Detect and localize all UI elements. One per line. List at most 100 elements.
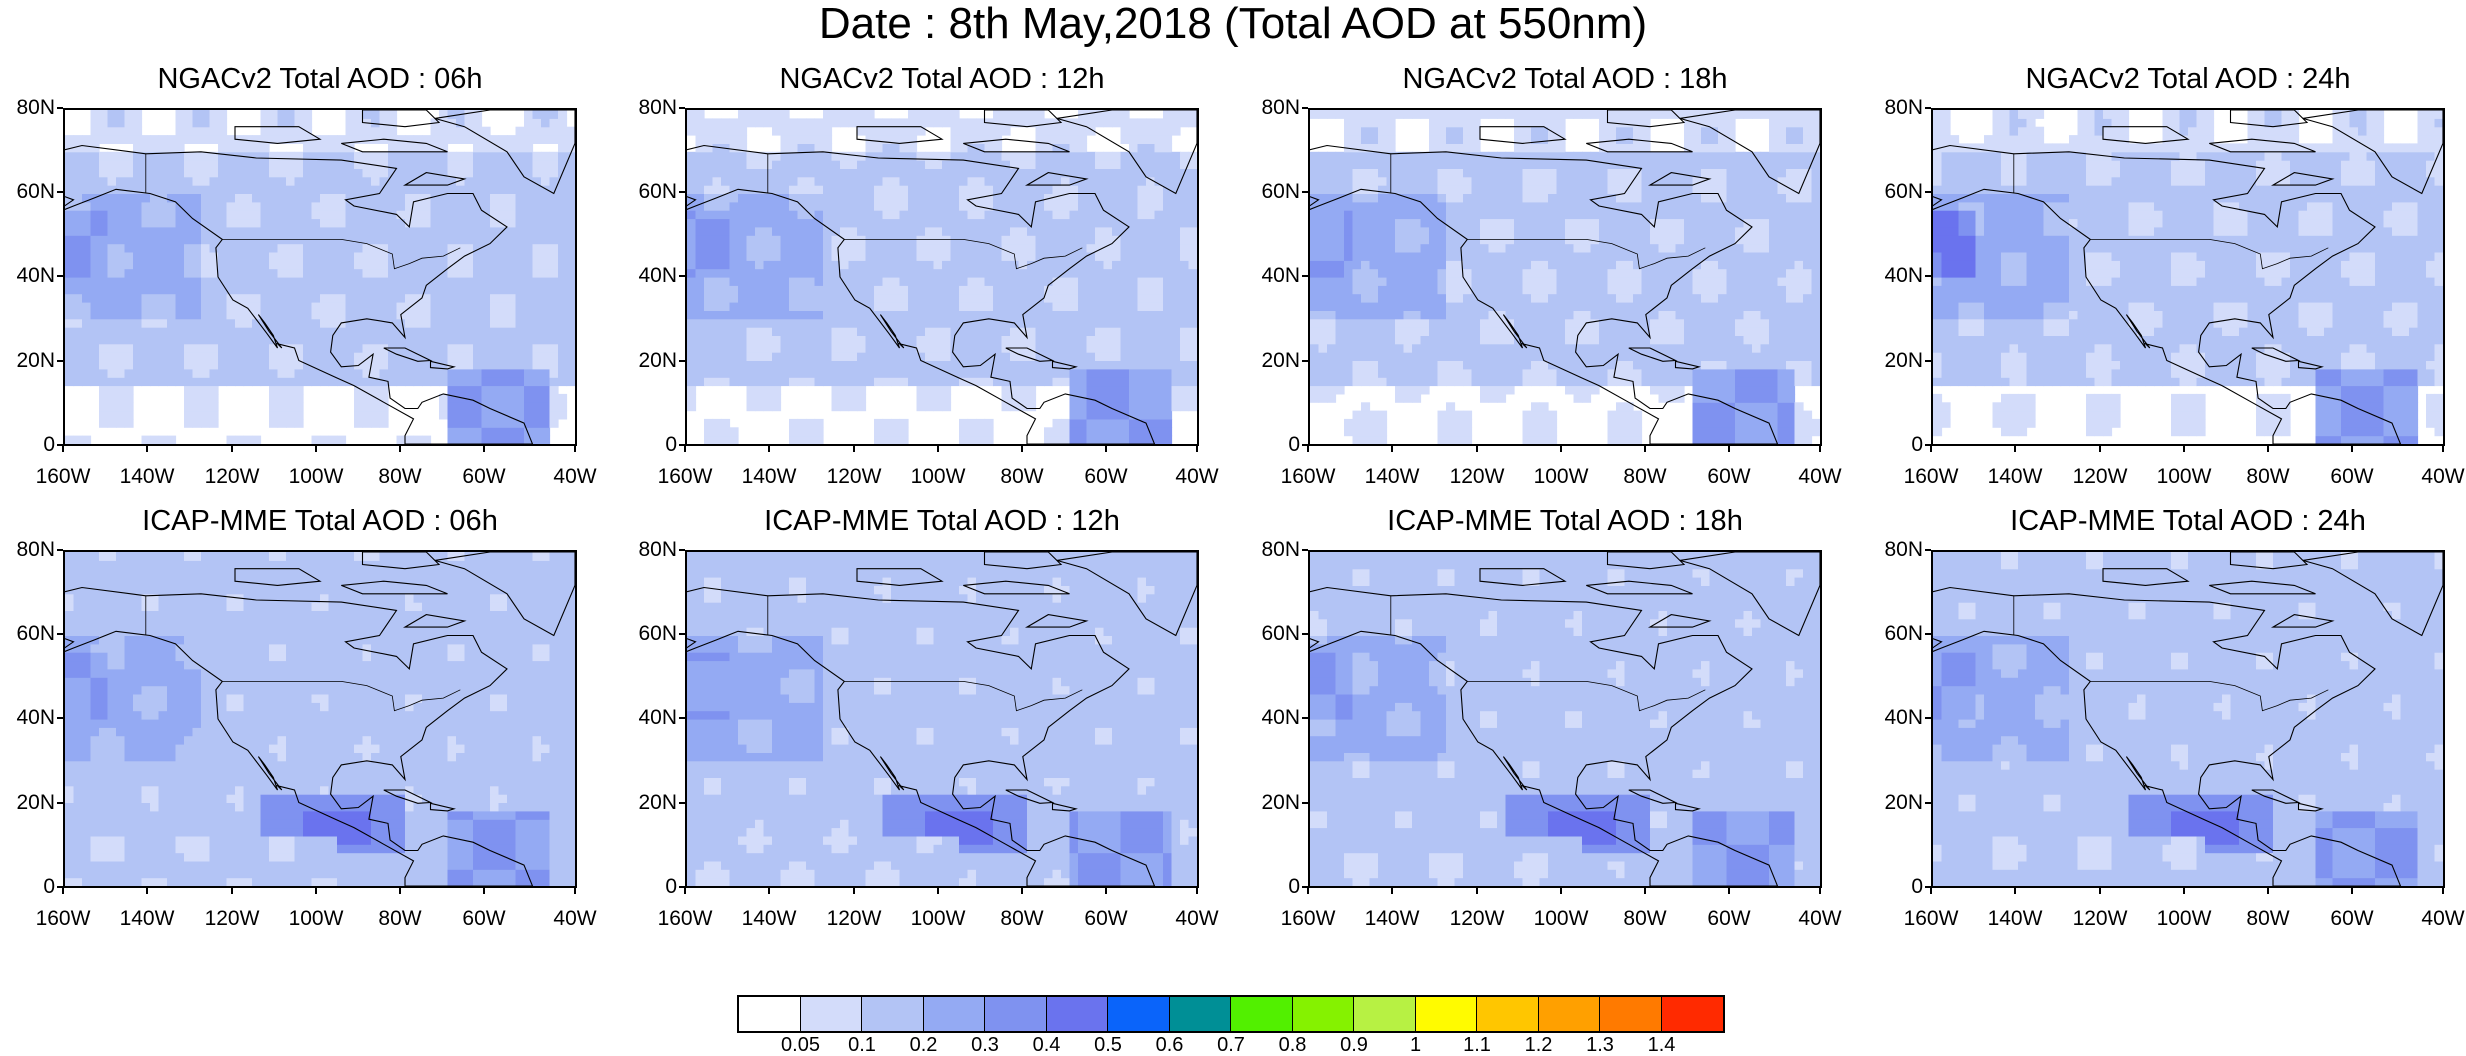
aod-cell: [1463, 260, 1473, 270]
aod-cell: [286, 293, 296, 303]
aod-cell: [303, 135, 313, 144]
aod-cell: [116, 393, 126, 403]
aod-cell: [1112, 218, 1122, 228]
aod-cell: [1361, 243, 1371, 253]
aod-cell: [99, 385, 109, 395]
aod-cell: [175, 310, 185, 320]
aod-cell: [942, 252, 952, 261]
aod-cell: [729, 243, 739, 253]
aod-cell: [558, 235, 568, 245]
aod-cell: [226, 368, 236, 378]
aod-cell: [1112, 302, 1122, 311]
aod-cell: [507, 302, 517, 311]
aod-cell: [993, 293, 1003, 303]
aod-cell: [1327, 335, 1337, 345]
aod-cell: [1188, 168, 1197, 178]
aod-cell: [294, 285, 304, 295]
aod-cell: [116, 252, 126, 261]
aod-cell: [891, 335, 901, 345]
aod-cell: [721, 118, 731, 128]
aod-cell: [746, 277, 756, 286]
aod-cell: [354, 343, 364, 353]
aod-cell: [908, 268, 918, 278]
aod-cell: [294, 160, 304, 169]
aod-cell: [1446, 235, 1456, 245]
aod-cell: [124, 185, 134, 194]
aod-cell: [498, 260, 508, 270]
x-tick-label: 120W: [826, 465, 882, 488]
aod-cell: [566, 151, 575, 161]
aod-cell: [1069, 143, 1079, 153]
aod-cell: [243, 318, 253, 328]
aod-cell: [65, 260, 75, 270]
aod-cell: [1154, 318, 1164, 328]
aod-cell: [1369, 252, 1379, 261]
aod-cell: [959, 118, 969, 128]
aod-cell: [558, 277, 568, 286]
aod-cell: [1027, 343, 1037, 353]
aod-cell: [107, 343, 117, 353]
aod-cell: [133, 168, 143, 178]
aod-cell: [1078, 318, 1088, 328]
aod-cell: [1095, 352, 1105, 361]
aod-cell: [899, 160, 909, 169]
page-title: Date : 8th May,2018 (Total AOD at 550nm): [818, 0, 1648, 48]
aod-cell: [277, 410, 287, 420]
aod-cell: [695, 252, 705, 261]
aod-cell: [303, 310, 313, 320]
aod-cell: [82, 343, 92, 353]
aod-cell: [1463, 377, 1473, 387]
aod-cell: [235, 318, 245, 328]
aod-cell: [286, 418, 296, 428]
aod-cell: [243, 327, 253, 336]
aod-cell: [1069, 293, 1079, 303]
aod-cell: [993, 318, 1003, 328]
aod-cell: [490, 226, 500, 236]
aod-cell: [729, 318, 739, 328]
aod-cell: [1010, 226, 1020, 236]
aod-cell: [942, 201, 952, 211]
aod-cell: [874, 435, 884, 444]
aod-cell: [950, 110, 960, 119]
aod-cell: [515, 352, 525, 361]
aod-cell: [882, 210, 892, 220]
aod-cell: [695, 218, 705, 228]
aod-cell: [337, 277, 347, 286]
aod-cell: [1171, 285, 1181, 295]
aod-cell: [1488, 210, 1498, 220]
aod-cell: [184, 352, 194, 361]
aod-cell: [541, 260, 551, 270]
aod-cell: [891, 201, 901, 211]
aod-cell: [1052, 268, 1062, 278]
aod-cell: [405, 201, 415, 211]
aod-cell: [379, 418, 389, 428]
aod-cell: [1180, 302, 1190, 311]
aod-cell: [192, 235, 202, 245]
aod-cell: [1010, 310, 1020, 320]
aod-cell: [857, 327, 867, 336]
aod-cell: [1386, 210, 1396, 220]
aod-cell: [1335, 302, 1345, 311]
aod-cell: [1154, 285, 1164, 295]
aod-cell: [1361, 260, 1371, 270]
aod-cell: [1318, 185, 1328, 194]
aod-cell: [430, 327, 440, 336]
aod-cell: [1361, 201, 1371, 211]
aod-field: [1310, 110, 1820, 444]
aod-cell: [840, 201, 850, 211]
aod-cell: [107, 418, 117, 428]
aod-cell: [167, 160, 177, 169]
aod-cell: [1044, 335, 1054, 345]
aod-cell: [362, 335, 372, 345]
aod-cell: [1146, 368, 1156, 378]
aod-cell: [303, 343, 313, 353]
aod-cell: [226, 201, 236, 211]
aod-cell: [558, 135, 568, 144]
aod-cell: [379, 368, 389, 378]
aod-cell: [1146, 151, 1156, 161]
aod-cell: [950, 285, 960, 295]
aod-cell: [413, 193, 423, 203]
aod-cell: [763, 318, 773, 328]
aod-cell: [1035, 151, 1045, 161]
aod-cell: [1497, 327, 1507, 336]
